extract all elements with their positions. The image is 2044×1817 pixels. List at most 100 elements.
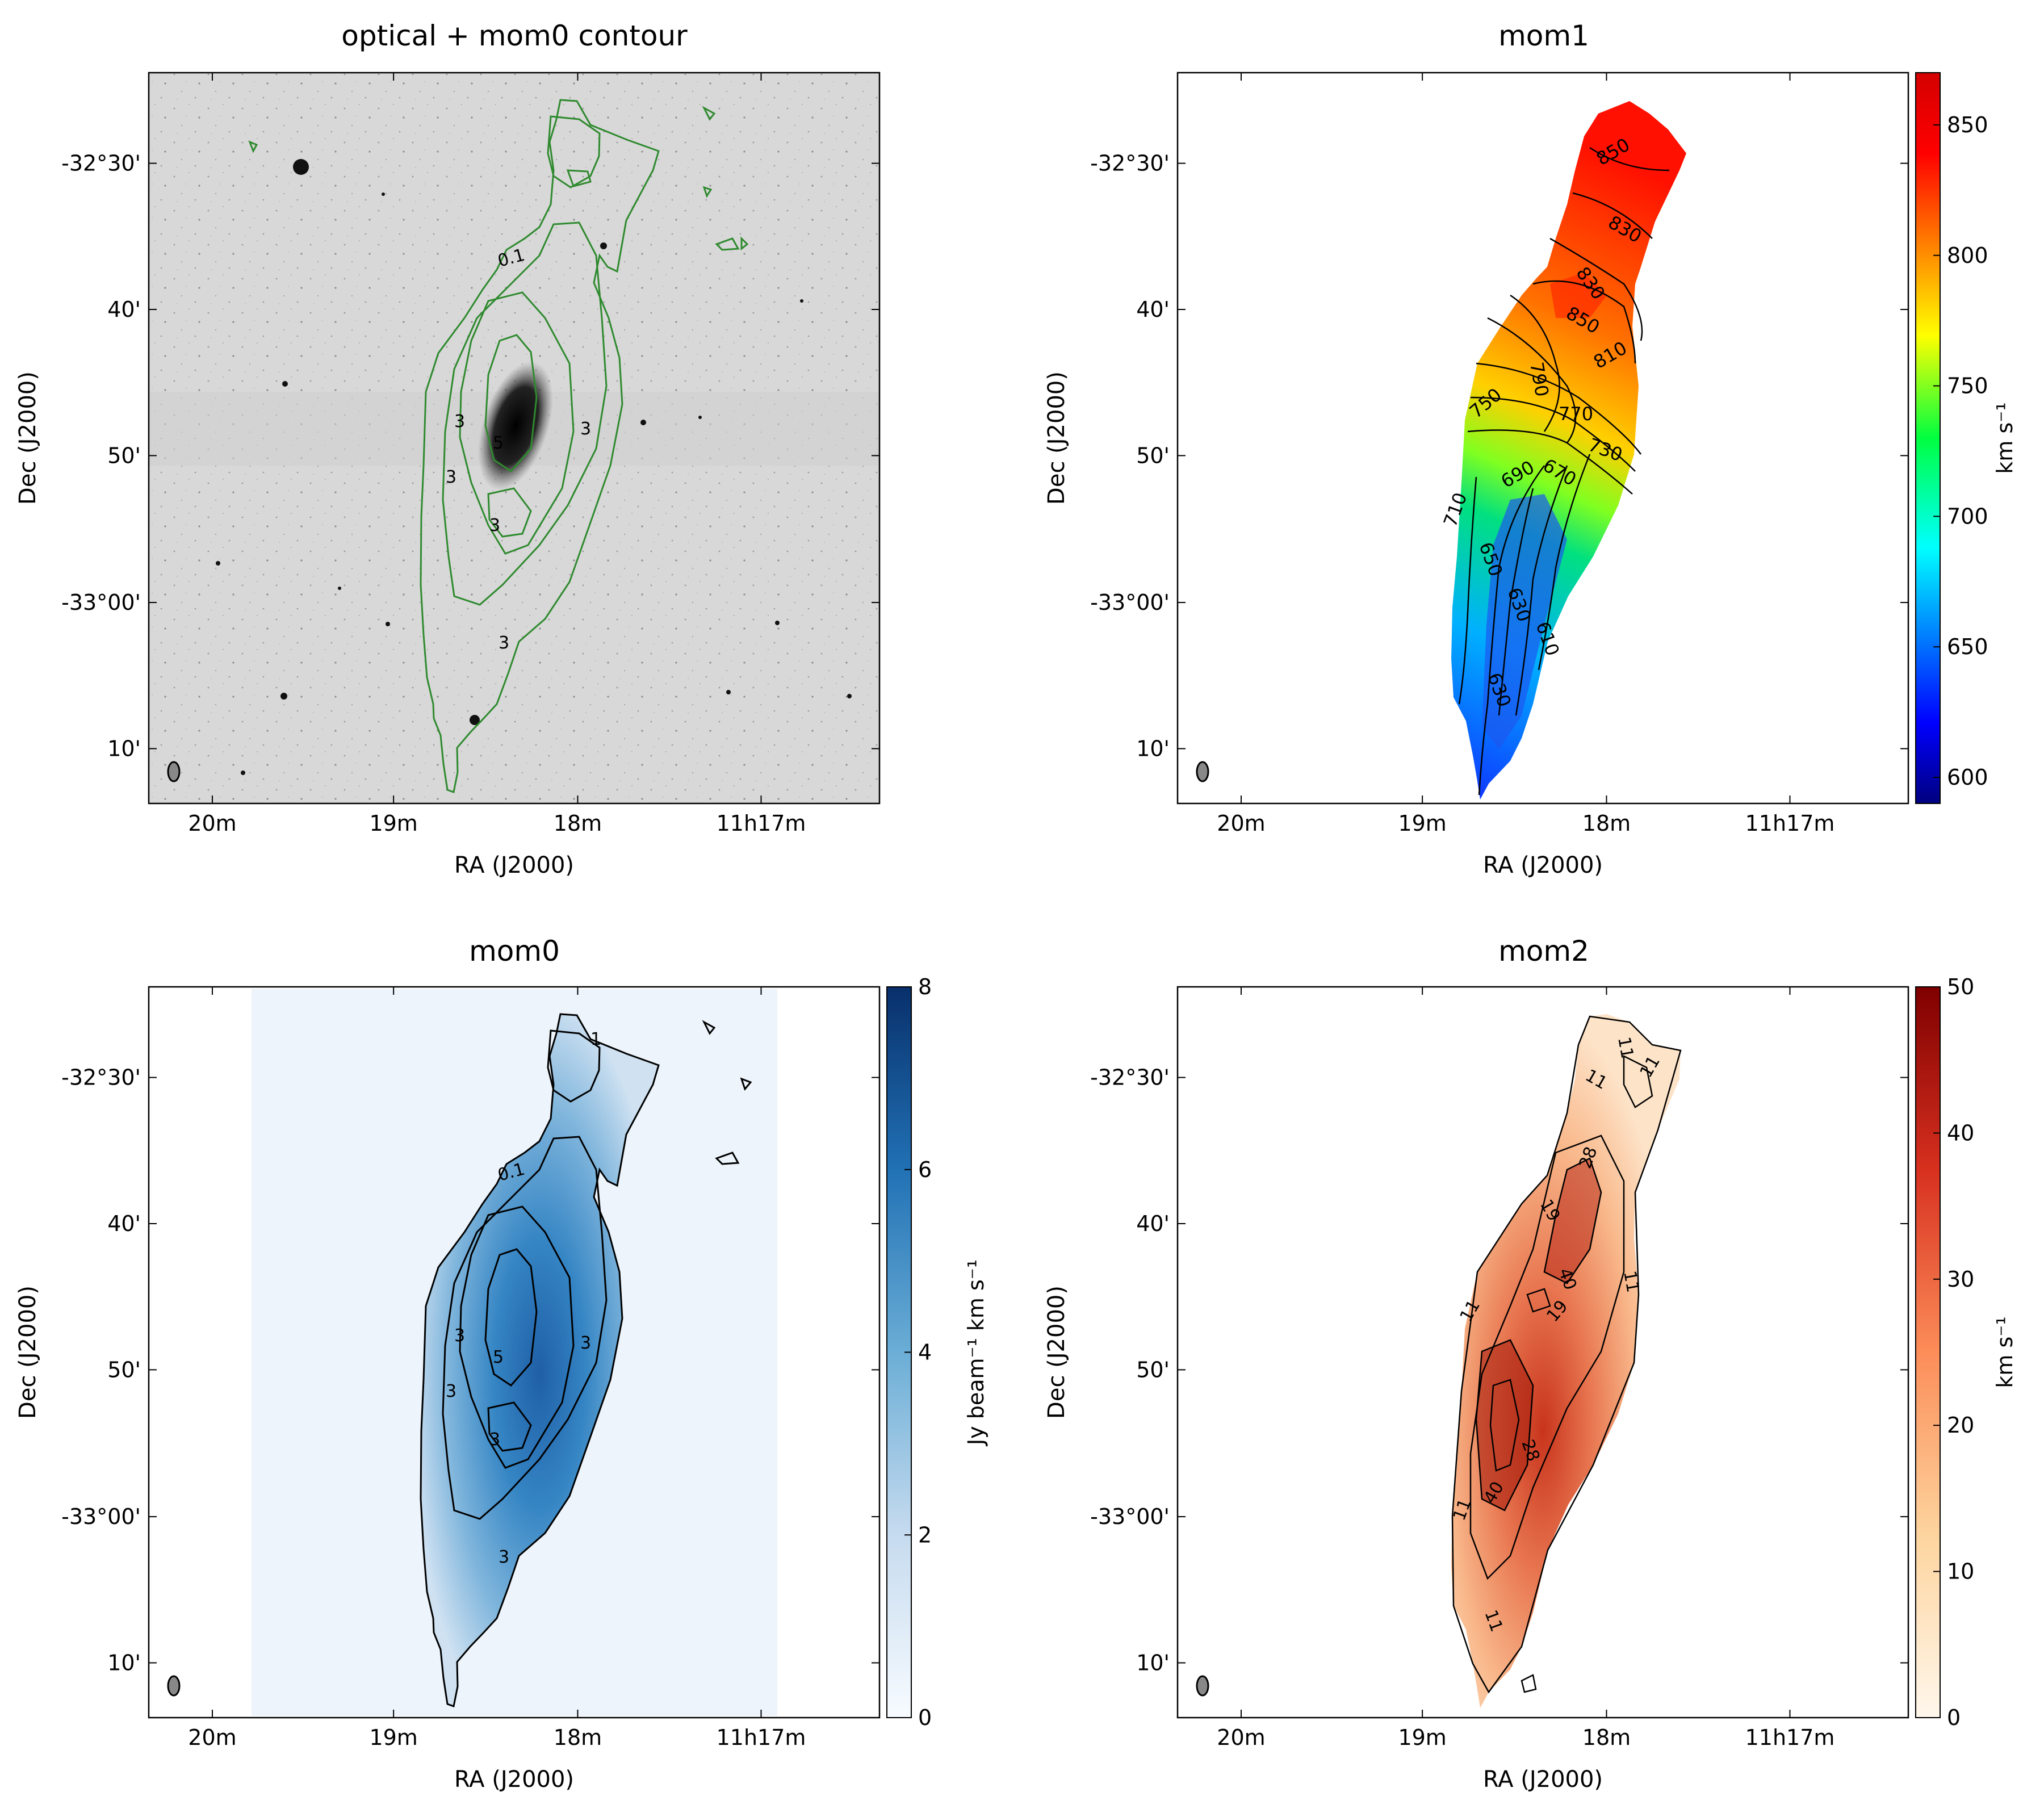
panel-mom1-title: mom1 [1498,19,1589,52]
x-tick-label: 18m [1582,811,1631,836]
colorbar-tick-label: 800 [1947,243,1988,268]
x-tick-label: 11h17m [717,811,806,836]
x-tick-label: 19m [1398,811,1446,836]
mom2-peak-north [1544,1158,1601,1283]
y-tick-label: -32°30' [61,151,141,176]
x-tick-label: 11h17m [717,1725,806,1750]
colorbar-tick-label: 20 [1947,1413,1974,1438]
y-tick-label: -33°00' [1090,1504,1170,1529]
optical-contour-label: 3 [446,467,456,487]
y-tick-label: -33°00' [1090,590,1170,615]
y-tick-label: 50' [107,443,141,468]
mom1-colorbar [1915,72,1941,804]
y-tick-label: 10' [1136,1650,1170,1675]
optical-contour-label: 3 [580,419,591,439]
panel-optical: optical + mom0 contour [149,19,879,803]
colorbar-label: km s⁻¹ [1992,402,2017,474]
x-axis-label: RA (J2000) [454,1766,574,1793]
x-tick-label: 19m [1398,1725,1446,1750]
x-tick-label: 20m [1217,811,1265,836]
colorbar-tick-label: 6 [918,1157,932,1182]
x-tick-label: 18m [1582,1725,1631,1750]
y-tick-label: 50' [1136,443,1170,468]
optical-contour-label: 3 [489,516,500,535]
mom1-velocity-core [1482,494,1567,750]
y-tick-label: -32°30' [1090,151,1170,176]
colorbar-tick-label: 4 [918,1340,932,1365]
mom2-contour-label: 11 [1619,1269,1643,1294]
mom2-colorbar-gradient [1915,986,1941,1718]
optical-contour-label: 5 [493,433,504,453]
beam-ellipse [167,761,181,782]
y-tick-label: 40' [107,1211,141,1236]
mom1-colorbar-gradient [1915,72,1941,804]
optical-contour-label: 3 [454,412,465,432]
colorbar-tick-label: 0 [1947,1705,1961,1730]
y-axis-label: Dec (J2000) [15,371,41,505]
y-tick-label: 40' [1136,1211,1170,1236]
axes-frame [1176,986,1909,1719]
colorbar-tick-label: 10 [1947,1559,1974,1584]
y-tick-label: -33°00' [61,1504,141,1529]
colorbar-tick-label: 0 [918,1705,932,1730]
axes-frame [1176,72,1909,805]
optical-contour-label: 3 [499,633,509,653]
colorbar-tick-label: 40 [1947,1120,1974,1145]
x-tick-label: 18m [554,811,602,836]
panel-optical-title: optical + mom0 contour [341,19,688,52]
colorbar-tick-label: 30 [1947,1267,1974,1292]
mom1-velocity-peak [1550,273,1607,318]
x-tick-label: 20m [188,811,236,836]
y-axis-label: Dec (J2000) [1044,1286,1070,1419]
optical-stars [216,159,852,775]
beam-ellipse [1196,761,1209,782]
panel-mom2-title: mom2 [1498,935,1589,968]
x-tick-label: 18m [554,1725,602,1750]
mom0-contours [420,1013,752,1708]
colorbar-tick-label: 50 [1947,974,1974,999]
axes-layer: 20m 19m 18m 11h17m -32°30' 40' 50' -33°00' 10' RA… [15,72,2017,1793]
x-tick-label: 20m [1217,1725,1265,1750]
colorbar-tick-label: 650 [1947,634,1988,659]
colorbar-label: km s⁻¹ [1992,1316,2017,1388]
axes-frame [148,72,881,805]
beam-ellipse [1196,1675,1209,1697]
x-tick-label: 19m [369,811,417,836]
mom0-contour-label: 3 [489,1430,500,1450]
beam-ellipse [167,1675,181,1697]
x-tick-label: 11h17m [1745,1725,1835,1750]
mom2-contours [1451,1015,1682,1694]
mom0-contour-label: 3 [446,1381,456,1401]
panel-mom1: mom1 850 830 830 850 810 790 [1178,19,1941,804]
y-axis-label: Dec (J2000) [1044,371,1070,505]
panel-mom2: mom2 11 11 11 19 28 40 19 11 11 28 40 [1178,935,1941,1718]
galaxy-core [478,361,554,491]
y-tick-label: 10' [1136,736,1170,761]
y-tick-label: -32°30' [61,1065,141,1090]
colorbar-tick-label: 8 [918,974,932,999]
y-tick-label: 50' [1136,1357,1170,1382]
mom2-peak-south [1476,1340,1533,1510]
panel-mom0-title: mom0 [469,935,560,968]
y-tick-label: -33°00' [61,590,141,615]
panel-mom0: mom0 1 0.1 3 5 3 3 3 3 [149,935,912,1718]
y-axis-label: Dec (J2000) [15,1286,41,1419]
mom2-colorbar [1915,986,1941,1718]
x-axis-label: RA (J2000) [1483,1766,1603,1793]
y-tick-label: 40' [107,297,141,322]
y-tick-label: 10' [107,736,141,761]
axes-frame [148,986,881,1719]
mom1-isovelocity-contours [1458,146,1670,796]
mom1-contour-label: 770 [1559,403,1593,425]
x-axis-label: RA (J2000) [454,852,574,878]
mom0-contour-label: 1 [590,1029,601,1049]
mom0-contour-label: 5 [493,1347,504,1367]
mom2-contour-label: 11 [1614,1035,1637,1060]
mom0-contour-label: 3 [454,1326,465,1346]
colorbar-label: Jy beam⁻¹ km s⁻¹ [964,1259,989,1446]
y-tick-label: 40' [1136,297,1170,322]
colorbar-tick-label: 700 [1947,504,1988,529]
x-axis-label: RA (J2000) [1483,852,1603,878]
optical-mom0-contours [248,99,749,794]
